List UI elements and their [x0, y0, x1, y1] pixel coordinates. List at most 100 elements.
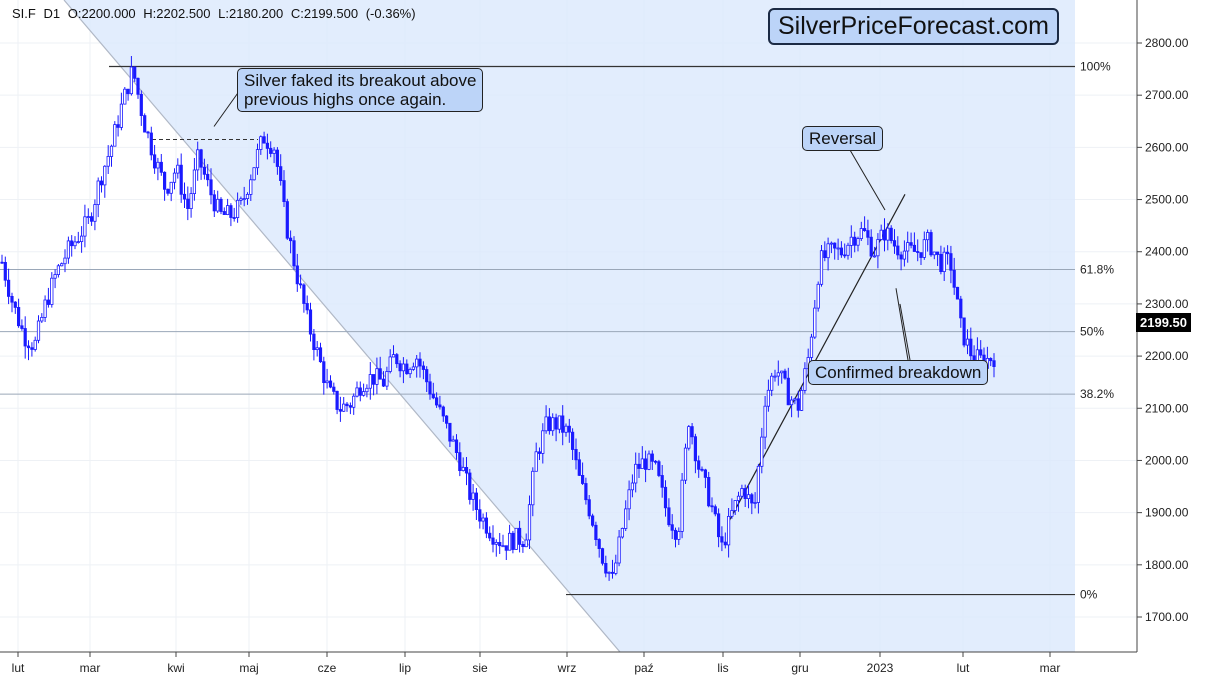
candle-body — [919, 252, 923, 258]
candle-body — [348, 405, 353, 408]
candle-body — [312, 333, 316, 351]
candle-body — [3, 261, 7, 281]
candle-body — [780, 370, 784, 374]
callout-line-1: Silver faked its breakout above — [244, 71, 477, 90]
candle-body — [876, 239, 880, 257]
candle-body — [235, 199, 240, 219]
x-tick-label: maj — [239, 661, 258, 675]
candle-body — [83, 216, 87, 237]
candle-body — [916, 251, 920, 253]
candle-body — [670, 524, 674, 531]
candle-body — [116, 124, 120, 128]
candle-body — [192, 169, 196, 195]
candle-body — [826, 243, 830, 259]
candle-body — [365, 387, 369, 393]
candle-body — [262, 136, 266, 144]
candle-body — [507, 532, 512, 551]
candle-body — [368, 374, 372, 389]
candle-body — [660, 475, 664, 488]
candle-body — [282, 180, 286, 203]
candle-body — [182, 193, 187, 200]
candle-body — [179, 164, 183, 195]
candle-body — [541, 430, 545, 454]
candle-body — [159, 161, 163, 173]
x-tick-label: 2023 — [867, 661, 894, 675]
candle-body — [411, 366, 416, 370]
candle-body — [255, 149, 260, 169]
candle-body — [36, 320, 41, 341]
candle-body — [899, 254, 903, 260]
candle-body — [873, 255, 877, 258]
candle-body — [209, 179, 213, 196]
candle-body — [746, 494, 751, 500]
candle-body — [813, 307, 817, 338]
open-value: O:2200.000 — [67, 6, 136, 21]
candles — [0, 56, 996, 581]
candle-body — [80, 235, 84, 243]
candle-body — [673, 529, 678, 540]
candle-body — [252, 167, 256, 181]
candle-body — [687, 426, 691, 449]
y-tick-label: 1800.00 — [1145, 558, 1189, 572]
candle-body — [431, 393, 435, 399]
candle-body — [693, 436, 698, 462]
candle-body — [740, 488, 744, 497]
candle-body — [703, 469, 708, 478]
y-tick-label: 2200.00 — [1145, 349, 1189, 363]
candle-body — [770, 375, 774, 391]
candle-body — [829, 242, 834, 245]
candle-body — [454, 439, 459, 453]
candle-body — [504, 545, 508, 551]
symbol-label: SI.F — [12, 6, 36, 21]
candle-body — [172, 172, 177, 183]
candle-body — [610, 571, 615, 574]
candle-body — [342, 403, 346, 412]
candle-body — [461, 466, 465, 471]
candle-body — [398, 363, 402, 372]
x-tick-label: lut — [957, 661, 970, 675]
x-tick-label: lip — [399, 661, 411, 675]
candle-body — [942, 251, 946, 272]
candle-body — [637, 463, 641, 469]
candle-body — [783, 370, 787, 379]
candle-body — [298, 283, 303, 286]
fib-level-label: 61.8% — [1080, 262, 1114, 276]
candle-body — [869, 236, 873, 257]
candle-body — [408, 368, 412, 375]
candle-body — [537, 451, 542, 454]
candle-body — [647, 453, 651, 470]
candle-body — [418, 358, 422, 367]
y-tick-label: 2600.00 — [1145, 140, 1189, 154]
candle-body — [451, 439, 455, 442]
candle-body — [126, 88, 130, 95]
candle-body — [292, 240, 296, 267]
candle-body — [849, 236, 853, 246]
fib-level-label: 38.2% — [1080, 387, 1114, 401]
fibonacci-levels: 100% 61.8% 50% 38.2% 0% — [0, 59, 1114, 602]
candle-body — [202, 166, 206, 175]
ohlc-header: SI.F D1 O:2200.000 H:2202.500 L:2180.200… — [12, 6, 420, 21]
candle-body — [176, 164, 180, 174]
candle-body — [677, 531, 681, 540]
candle-body — [896, 245, 900, 256]
candle-body — [385, 371, 389, 387]
candle-body — [464, 466, 469, 474]
candle-body — [10, 295, 14, 303]
candle-body — [763, 405, 767, 438]
candle-body — [441, 406, 445, 417]
candle-body — [889, 227, 893, 241]
candle-body — [371, 374, 376, 385]
candle-body — [90, 216, 94, 222]
candle-body — [786, 377, 790, 406]
candle-body — [498, 542, 502, 547]
candle-body — [853, 236, 857, 246]
y-tick-label: 1900.00 — [1145, 506, 1189, 520]
candle-body — [50, 277, 54, 305]
breakdown-pointer-1 — [895, 288, 909, 361]
candle-body — [859, 228, 863, 240]
candle-body — [727, 516, 731, 546]
candle-body — [425, 369, 429, 383]
candle-body — [471, 492, 475, 500]
fib-level-label: 0% — [1080, 588, 1098, 602]
